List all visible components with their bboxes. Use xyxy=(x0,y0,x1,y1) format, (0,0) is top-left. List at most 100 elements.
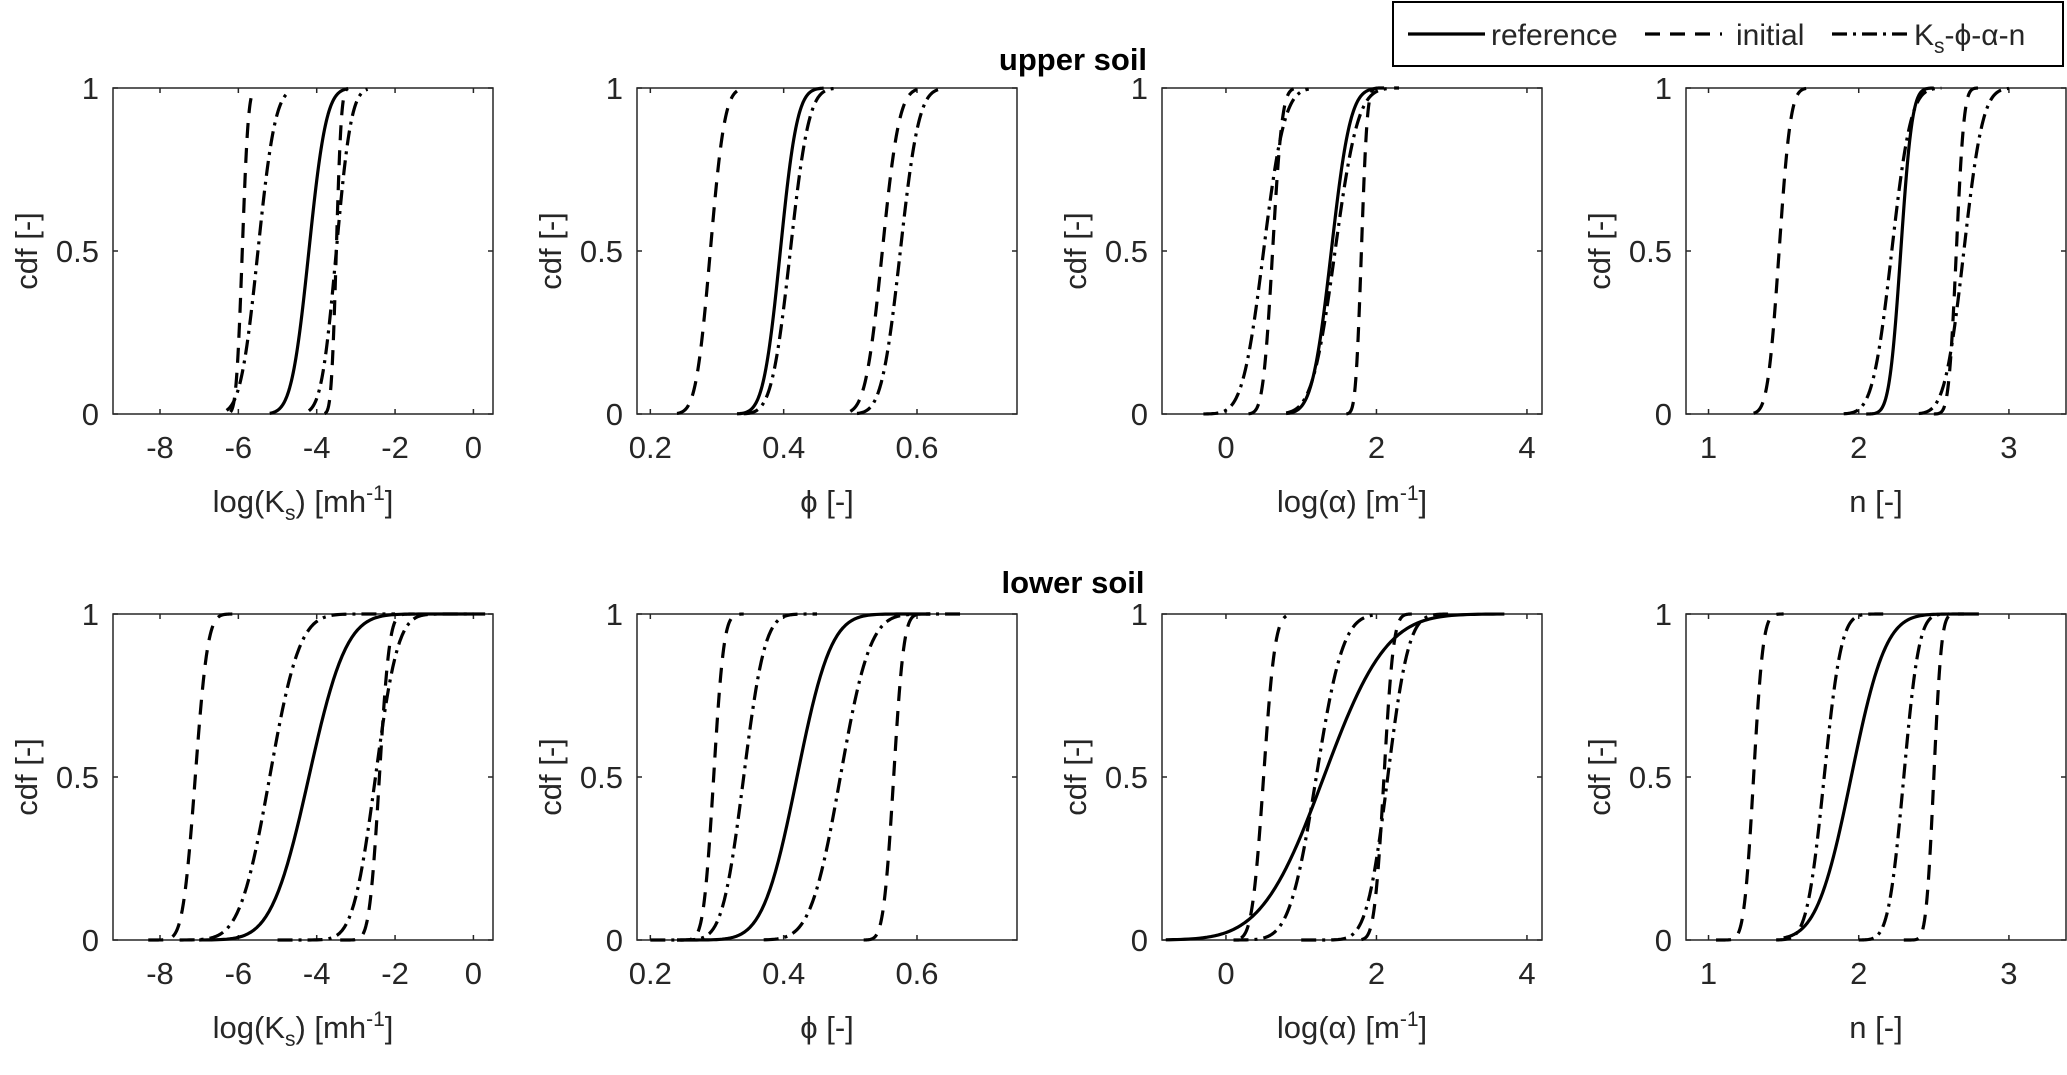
panel-6: 0 0.5 1 0 2 4 log(α) [m-1] cdf [-] xyxy=(1058,597,1543,1045)
panel-6-ylabel: cdf [-] xyxy=(1058,738,1093,816)
panel-4-xtick-label: -6 xyxy=(225,956,253,991)
legend-label-initial: initial xyxy=(1736,19,1804,52)
panel-2: 0 0.5 1 0 2 4 log(α) [m-1] cdf [-] xyxy=(1058,71,1543,519)
panel-2-xtick-label: 2 xyxy=(1368,430,1385,465)
panel-1: 0 0.5 1 0.2 0.4 0.6 ϕ [-] cdf [-] xyxy=(533,71,1018,519)
panel-3-series-dashed-2 xyxy=(1932,86,1988,416)
panel-5-series-dashdot-3 xyxy=(650,612,817,942)
panel-5-xtick-label: 0.2 xyxy=(629,956,672,991)
panel-4-series-solid-0 xyxy=(199,612,474,942)
panel-6-ytick-label: 0 xyxy=(1131,923,1148,958)
panel-0-xtick-label: -8 xyxy=(146,430,174,465)
panel-5-ylabel: cdf [-] xyxy=(533,738,568,816)
panel-0-ytick-label: 0 xyxy=(82,397,99,432)
panel-4-xtick-label: -8 xyxy=(146,956,174,991)
panel-3-ytick-label: 1 xyxy=(1655,71,1672,106)
panel-0-xtick-label: -2 xyxy=(381,430,409,465)
panel-6-xtick-label: 0 xyxy=(1217,956,1234,991)
row-title-upper-soil: upper soil xyxy=(999,42,1147,77)
panel-2-series-dashed-1 xyxy=(1247,87,1295,416)
panel-7-xlabel: n [-] xyxy=(1849,1010,1902,1045)
panel-4-ylabel: cdf [-] xyxy=(9,738,44,816)
panel-0-series-dashdot-4 xyxy=(307,87,369,413)
panel-6-series-solid-0 xyxy=(1165,612,1505,942)
panel-3-ytick-label: 0 xyxy=(1655,397,1672,432)
panel-0-plot-area xyxy=(112,87,494,415)
panel-1-series-dashdot-3 xyxy=(743,86,838,416)
panel-0-series-solid-0 xyxy=(268,87,349,415)
panel-4-xlabel: log(Ks) [mh-1] xyxy=(213,1008,394,1051)
panel-0-xlabel: log(Ks) [mh-1] xyxy=(213,482,394,525)
panel-2-xtick-label: 4 xyxy=(1518,430,1535,465)
panel-3-series-dashdot-4 xyxy=(1918,86,2010,416)
panel-5-ytick-label: 0.5 xyxy=(580,760,623,795)
panel-1-ytick-label: 1 xyxy=(606,71,623,106)
panel-7-ytick-label: 1 xyxy=(1655,597,1672,632)
panel-4-series-dashdot-4 xyxy=(277,612,486,942)
panel-2-xlabel: log(α) [m-1] xyxy=(1277,482,1427,519)
panel-5-ytick-label: 1 xyxy=(606,597,623,632)
panel-3-xtick-label: 3 xyxy=(2000,430,2017,465)
panel-7-ytick-label: 0.5 xyxy=(1629,760,1672,795)
panel-7-series-dashed-1 xyxy=(1715,612,1785,942)
panel-3-ytick-label: 0.5 xyxy=(1629,234,1672,269)
panel-2-series-dashdot-3 xyxy=(1202,87,1310,416)
panel-4-xtick-label: 0 xyxy=(465,956,482,991)
panel-1-ytick-label: 0 xyxy=(606,397,623,432)
panels: 0 0.5 1 -8 -6 -4 -2 0 log(Ks) [mh-1] cdf [-] 0 0.5 1… xyxy=(9,71,2067,1051)
panel-3-ylabel: cdf [-] xyxy=(1582,212,1617,290)
panel-2-ylabel: cdf [-] xyxy=(1058,212,1093,290)
legend-box xyxy=(1392,1,2064,67)
panel-3-xlabel: n [-] xyxy=(1849,484,1902,519)
panel-7-ytick-label: 0 xyxy=(1655,923,1672,958)
panel-3-series-dashed-1 xyxy=(1752,86,1808,415)
panel-4-series-dashed-1 xyxy=(147,612,239,942)
panel-6-plot-area xyxy=(1161,613,1543,941)
panel-6-xtick-label: 4 xyxy=(1518,956,1535,991)
panel-4-ytick-label: 0 xyxy=(82,923,99,958)
panel-6-series-dashed-1 xyxy=(1239,614,1288,940)
panel-4: 0 0.5 1 -8 -6 -4 -2 0 log(Ks) [mh-1] cdf [-] xyxy=(9,597,494,1051)
panel-7-plot-area xyxy=(1685,613,2067,941)
panel-5-xtick-label: 0.4 xyxy=(762,956,805,991)
panel-5-xtick-label: 0.6 xyxy=(895,956,938,991)
panel-0-ylabel: cdf [-] xyxy=(9,212,44,290)
panel-4-series-dashed-2 xyxy=(339,612,416,942)
panel-2-series-solid-0 xyxy=(1285,86,1378,416)
panel-1-series-solid-0 xyxy=(736,86,825,416)
panel-5-xlabel: ϕ [-] xyxy=(800,1010,854,1045)
panel-1-plot-area xyxy=(636,87,1018,415)
panel-7: 0 0.5 1 1 2 3 n [-] cdf [-] xyxy=(1582,597,2067,1045)
panel-2-plot-area xyxy=(1161,87,1543,415)
panel-7-xtick-label: 1 xyxy=(1700,956,1717,991)
panel-4-xtick-label: -4 xyxy=(303,956,331,991)
panel-6-series-dashdot-4 xyxy=(1301,612,1452,942)
panel-1-xtick-label: 0.2 xyxy=(629,430,672,465)
panel-1-xlabel: ϕ [-] xyxy=(800,484,854,519)
legend-label-ks-phi-alpha-n: Ks-ϕ-α-n xyxy=(1914,19,2025,58)
panel-2-series-dashdot-4 xyxy=(1285,86,1392,415)
legend: reference initial Ks-ϕ-α-n xyxy=(1392,1,2064,67)
panel-4-ytick-label: 0.5 xyxy=(56,760,99,795)
row-title-lower-soil: lower soil xyxy=(1002,565,1145,600)
panel-3: 0 0.5 1 1 2 3 n [-] cdf [-] xyxy=(1582,71,2067,519)
panel-6-ytick-label: 1 xyxy=(1131,597,1148,632)
panel-0: 0 0.5 1 -8 -6 -4 -2 0 log(Ks) [mh-1] cdf [-] xyxy=(9,71,494,525)
panel-4-xtick-label: -2 xyxy=(381,956,409,991)
panel-5-series-solid-0 xyxy=(677,612,931,942)
panel-3-series-dashdot-3 xyxy=(1843,86,1942,416)
panel-7-ylabel: cdf [-] xyxy=(1582,738,1617,816)
panel-6-ytick-label: 0.5 xyxy=(1105,760,1148,795)
panel-5-plot-area xyxy=(636,613,1018,941)
panel-4-series-dashdot-3 xyxy=(179,612,396,942)
panel-5: 0 0.5 1 0.2 0.4 0.6 ϕ [-] cdf [-] xyxy=(533,597,1018,1045)
panel-7-series-dashdot-3 xyxy=(1775,612,1890,942)
panel-0-xtick-label: -4 xyxy=(303,430,331,465)
panel-2-ytick-label: 0 xyxy=(1131,397,1148,432)
panel-1-xtick-label: 0.6 xyxy=(895,430,938,465)
panel-1-ytick-label: 0.5 xyxy=(580,234,623,269)
panel-4-ytick-label: 1 xyxy=(82,597,99,632)
panel-7-xtick-label: 3 xyxy=(2000,956,2017,991)
panel-7-series-dashed-2 xyxy=(1902,612,1965,942)
